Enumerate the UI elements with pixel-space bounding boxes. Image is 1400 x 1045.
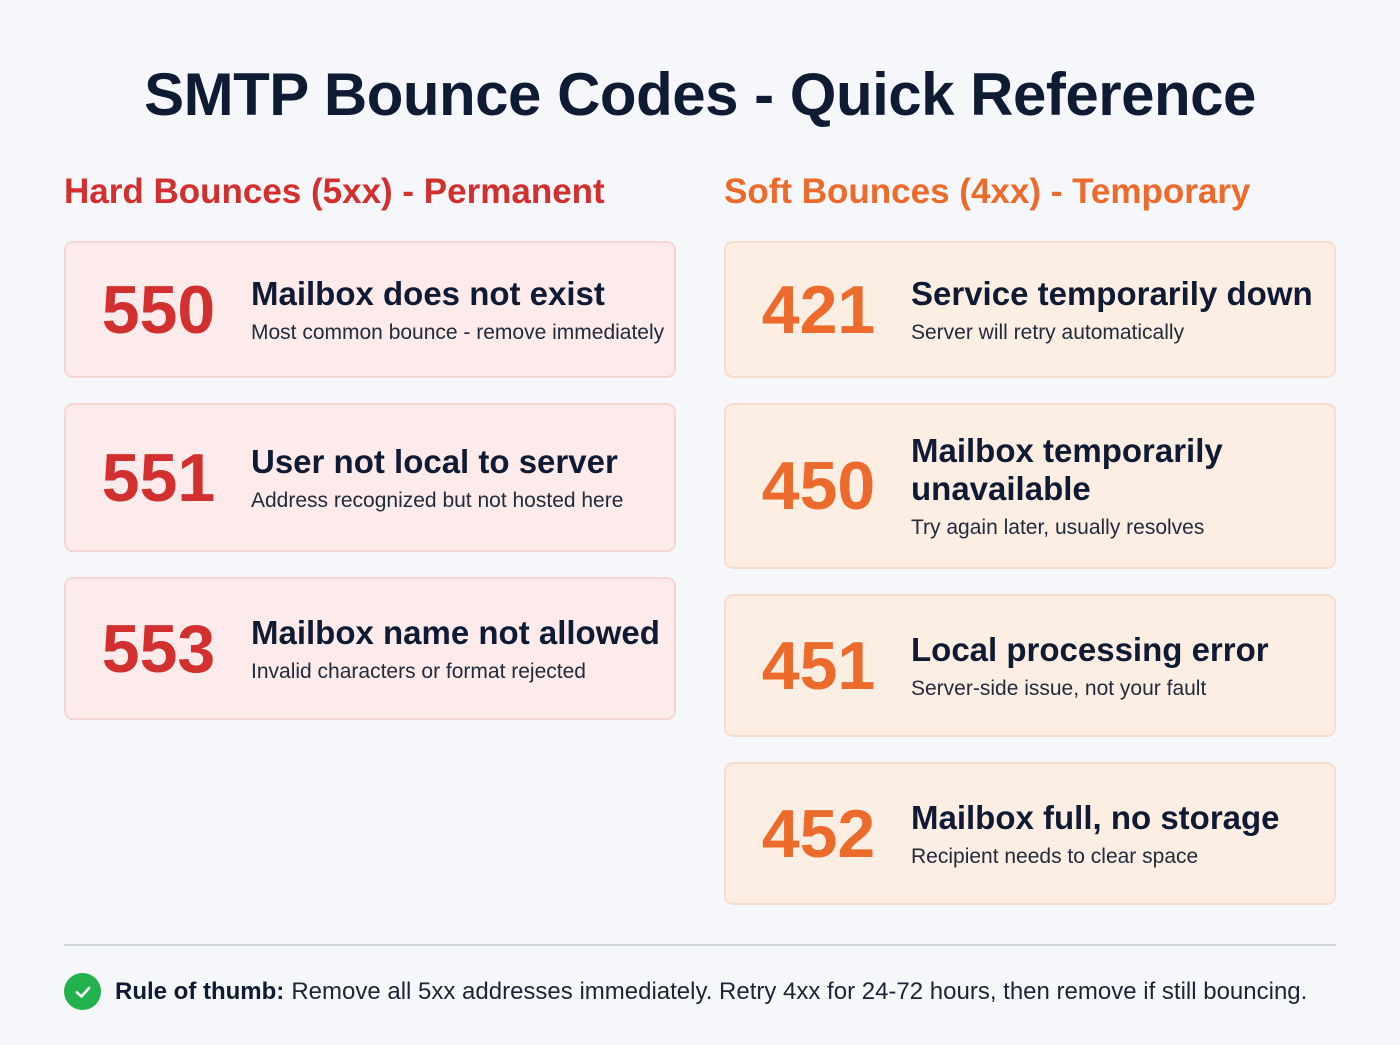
code-label: User not local to server [251, 442, 618, 480]
code-desc: Invalid characters or format rejected [251, 659, 586, 683]
divider [64, 944, 1336, 946]
code-card-551: 551 User not local to server Address rec… [64, 403, 676, 552]
rule-text: Remove all 5xx addresses immediately. Re… [291, 977, 1308, 1005]
code-desc: Address recognized but not hosted here [251, 488, 624, 512]
page-title: SMTP Bounce Codes - Quick Reference [144, 61, 1256, 128]
code-number: 450 [761, 448, 876, 524]
code-label: Mailbox full, no storage [911, 798, 1280, 836]
check-circle-icon [64, 973, 101, 1010]
code-number: 451 [761, 627, 876, 704]
code-label: Mailbox does not exist [251, 274, 605, 312]
rule-of-thumb: Rule of thumb: Remove all 5xx addresses … [64, 973, 1307, 1010]
rule-label: Rule of thumb: [115, 977, 285, 1005]
code-label: Mailbox name not allowed [251, 613, 660, 651]
code-card-451: 451 Local processing error Server-side i… [724, 594, 1336, 737]
code-number: 553 [101, 610, 216, 687]
code-card-421: 421 Service temporarily down Server will… [724, 241, 1336, 378]
code-card-553: 553 Mailbox name not allowed Invalid cha… [64, 577, 676, 720]
soft-bounces-heading: Soft Bounces (4xx) - Temporary [724, 172, 1251, 211]
code-desc: Most common bounce - remove immediately [251, 320, 665, 344]
code-card-450: 450 Mailbox temporarily unavailable Try … [724, 403, 1336, 569]
code-number: 551 [101, 439, 216, 516]
code-label: Local processing error [911, 630, 1269, 668]
code-label: Service temporarily down [911, 274, 1313, 312]
code-card-550: 550 Mailbox does not exist Most common b… [64, 241, 676, 378]
code-number: 421 [761, 271, 876, 348]
code-desc: Recipient needs to clear space [911, 844, 1199, 868]
code-desc: Server-side issue, not your fault [911, 676, 1207, 700]
code-card-452: 452 Mailbox full, no storage Recipient n… [724, 762, 1336, 905]
hard-bounces-heading: Hard Bounces (5xx) - Permanent [64, 172, 605, 211]
code-label: Mailbox temporarily unavailable [911, 432, 1223, 507]
code-desc: Try again later, usually resolves [911, 516, 1205, 539]
code-desc: Server will retry automatically [911, 320, 1185, 344]
code-number: 550 [101, 271, 216, 348]
code-number: 452 [761, 795, 876, 872]
